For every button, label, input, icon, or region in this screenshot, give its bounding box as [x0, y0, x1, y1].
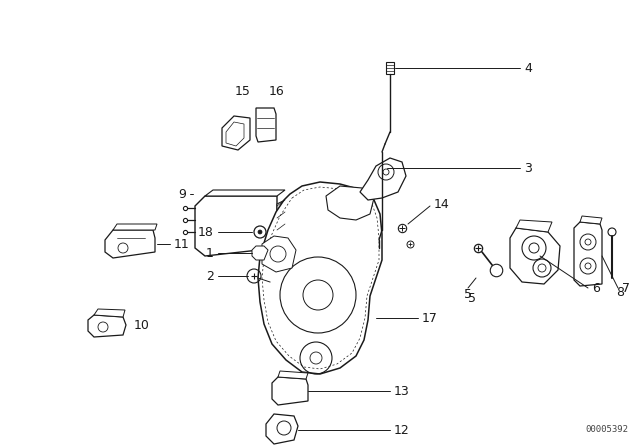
Text: 11: 11	[174, 237, 189, 250]
Text: 8: 8	[616, 285, 624, 298]
Polygon shape	[326, 186, 374, 220]
Text: 7: 7	[622, 281, 630, 294]
Circle shape	[258, 230, 262, 234]
Text: 5: 5	[468, 292, 476, 305]
Polygon shape	[360, 158, 406, 200]
Polygon shape	[222, 116, 250, 150]
Polygon shape	[195, 196, 277, 256]
Polygon shape	[258, 182, 382, 374]
Polygon shape	[278, 371, 308, 379]
Polygon shape	[516, 220, 552, 232]
Polygon shape	[266, 414, 298, 444]
Text: 16: 16	[269, 85, 285, 98]
Text: 5: 5	[464, 288, 472, 301]
Text: 2: 2	[206, 270, 214, 283]
Polygon shape	[580, 216, 602, 224]
Polygon shape	[386, 62, 394, 74]
Polygon shape	[256, 108, 276, 142]
Polygon shape	[272, 377, 308, 405]
Text: 1: 1	[206, 246, 214, 259]
Polygon shape	[94, 309, 125, 317]
Polygon shape	[113, 224, 157, 230]
Polygon shape	[205, 190, 285, 196]
Text: 9: 9	[178, 188, 186, 201]
Text: 6: 6	[592, 281, 600, 294]
Polygon shape	[252, 246, 268, 260]
Polygon shape	[226, 122, 244, 146]
Text: 14: 14	[434, 198, 450, 211]
Text: 00005392: 00005392	[585, 425, 628, 434]
Text: 10: 10	[134, 319, 150, 332]
Text: 18: 18	[198, 225, 214, 238]
Text: 4: 4	[524, 61, 532, 74]
Polygon shape	[574, 222, 602, 286]
Polygon shape	[262, 236, 296, 272]
Text: 3: 3	[524, 161, 532, 175]
Polygon shape	[277, 198, 289, 244]
Text: 13: 13	[394, 384, 410, 397]
Text: 17: 17	[422, 311, 438, 324]
Text: 15: 15	[235, 85, 251, 98]
Text: 12: 12	[394, 423, 410, 436]
Polygon shape	[105, 230, 155, 258]
Polygon shape	[88, 315, 126, 337]
Polygon shape	[510, 228, 560, 284]
